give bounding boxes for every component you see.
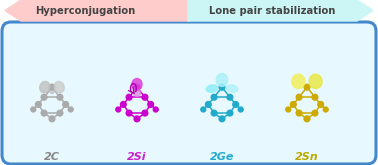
Circle shape bbox=[68, 107, 73, 112]
Circle shape bbox=[304, 84, 310, 90]
Ellipse shape bbox=[309, 74, 322, 89]
Circle shape bbox=[286, 107, 291, 112]
Circle shape bbox=[227, 94, 233, 100]
Circle shape bbox=[142, 110, 148, 116]
Circle shape bbox=[121, 102, 126, 107]
Circle shape bbox=[312, 94, 318, 100]
Ellipse shape bbox=[305, 85, 309, 89]
Ellipse shape bbox=[216, 73, 228, 86]
Circle shape bbox=[142, 94, 148, 100]
Circle shape bbox=[219, 84, 225, 90]
Ellipse shape bbox=[206, 85, 218, 92]
Circle shape bbox=[134, 84, 140, 90]
Circle shape bbox=[126, 110, 132, 116]
Ellipse shape bbox=[292, 74, 305, 89]
FancyArrow shape bbox=[5, 0, 190, 21]
Ellipse shape bbox=[40, 82, 50, 93]
Circle shape bbox=[304, 116, 310, 122]
Circle shape bbox=[312, 110, 318, 116]
Circle shape bbox=[296, 94, 302, 100]
Circle shape bbox=[211, 94, 217, 100]
Text: 2C: 2C bbox=[44, 152, 60, 162]
Circle shape bbox=[134, 116, 140, 122]
Circle shape bbox=[126, 94, 132, 100]
Circle shape bbox=[116, 107, 121, 112]
Circle shape bbox=[233, 102, 239, 107]
Circle shape bbox=[318, 102, 324, 107]
Text: Lone pair stabilization: Lone pair stabilization bbox=[209, 5, 335, 16]
Text: 2Si: 2Si bbox=[127, 152, 147, 162]
Circle shape bbox=[31, 107, 36, 112]
Circle shape bbox=[57, 94, 63, 100]
Circle shape bbox=[57, 110, 63, 116]
Circle shape bbox=[323, 107, 328, 112]
Circle shape bbox=[205, 102, 211, 107]
Circle shape bbox=[296, 110, 302, 116]
Circle shape bbox=[153, 107, 158, 112]
Circle shape bbox=[41, 110, 47, 116]
Ellipse shape bbox=[226, 85, 238, 92]
Text: 2Ge: 2Ge bbox=[210, 152, 234, 162]
Circle shape bbox=[201, 107, 206, 112]
Circle shape bbox=[63, 102, 68, 107]
Circle shape bbox=[211, 110, 217, 116]
Circle shape bbox=[290, 102, 296, 107]
Circle shape bbox=[238, 107, 243, 112]
Circle shape bbox=[41, 94, 47, 100]
FancyArrow shape bbox=[188, 0, 373, 21]
Ellipse shape bbox=[220, 86, 224, 91]
Ellipse shape bbox=[132, 79, 142, 90]
Circle shape bbox=[49, 84, 55, 90]
Ellipse shape bbox=[50, 88, 54, 94]
FancyBboxPatch shape bbox=[2, 22, 376, 164]
Ellipse shape bbox=[133, 89, 141, 97]
Circle shape bbox=[227, 110, 233, 116]
Circle shape bbox=[219, 116, 225, 122]
Circle shape bbox=[49, 116, 55, 122]
Circle shape bbox=[36, 102, 41, 107]
Ellipse shape bbox=[54, 82, 64, 93]
Text: Hyperconjugation: Hyperconjugation bbox=[35, 5, 135, 16]
Circle shape bbox=[148, 102, 153, 107]
Text: 2Sn: 2Sn bbox=[295, 152, 319, 162]
